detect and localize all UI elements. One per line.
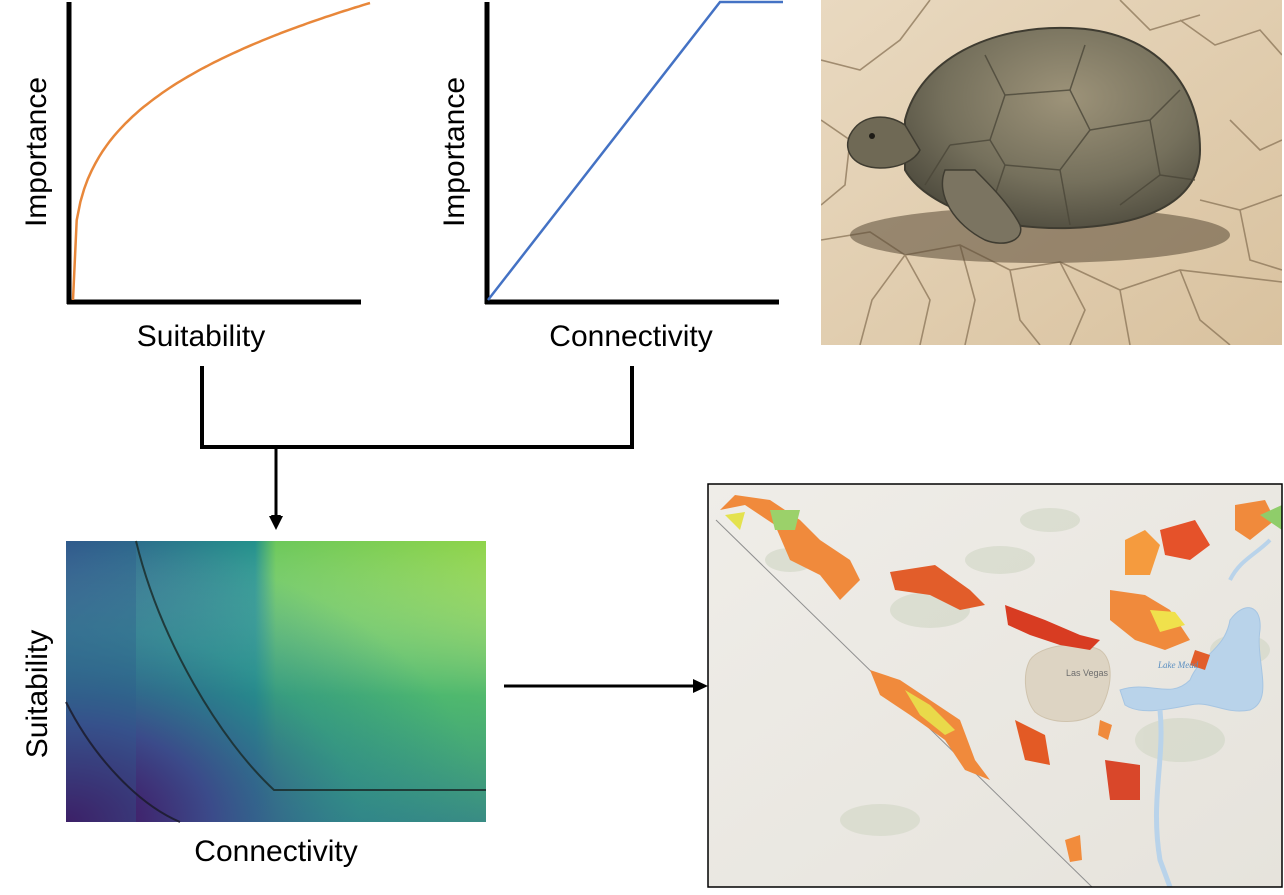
connectivity-importance-curve — [487, 0, 783, 301]
map-frame — [707, 483, 1283, 888]
output-arrow-head — [693, 679, 708, 693]
desert-tortoise-photo — [821, 0, 1282, 345]
combined-importance-surface: Suitability Connectivity — [21, 540, 486, 868]
merge-connector — [200, 366, 634, 530]
map-city-label: Las Vegas — [1066, 668, 1109, 678]
lake-mead — [1119, 607, 1264, 712]
tortoise-front-leg — [941, 169, 1022, 244]
suitability-importance-curve — [71, 1, 371, 301]
combined-surface-xlabel: Connectivity — [194, 835, 357, 868]
connectivity-plot-ylabel: Importance — [438, 77, 471, 227]
map-lake-label: Lake Mead — [1157, 660, 1199, 670]
merge-bracket-line — [200, 366, 634, 449]
surface-contour-upper — [135, 540, 486, 791]
combined-surface-ylabel: Suitability — [21, 630, 54, 758]
connectivity-plot: Importance Connectivity — [438, 0, 783, 353]
habitat-importance-patches — [720, 495, 1282, 862]
suitability-plot-ylabel: Importance — [20, 77, 53, 227]
suitability-plot-xlabel: Suitability — [137, 320, 265, 353]
suitability-plot: Importance Suitability — [20, 1, 371, 353]
output-arrow — [504, 679, 708, 693]
cracked-ground-texture — [821, 0, 1282, 345]
las-vegas-urban-area — [1024, 644, 1111, 722]
surface-contour-lower — [65, 701, 181, 823]
connectivity-plot-xlabel: Connectivity — [549, 320, 712, 353]
tortoise-head — [846, 116, 921, 169]
importance-map: Las Vegas Lake Mead — [707, 483, 1283, 888]
